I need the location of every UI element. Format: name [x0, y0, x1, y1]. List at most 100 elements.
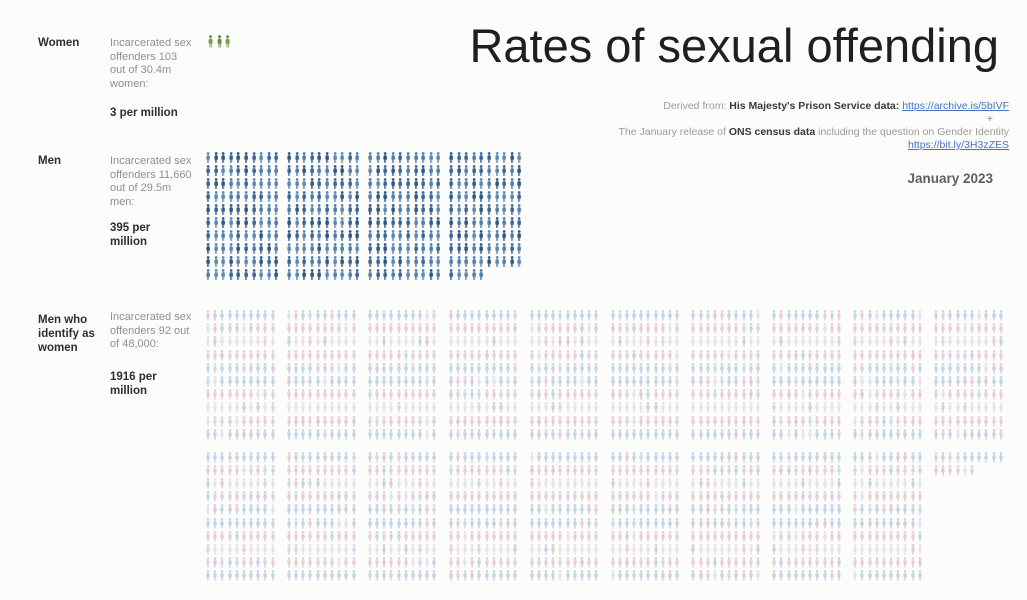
- person-icon: [249, 544, 253, 555]
- person-icon: [502, 204, 507, 216]
- person-icon: [941, 415, 945, 427]
- person-icon: [330, 517, 334, 529]
- person-icon: [734, 451, 739, 463]
- person-icon: [837, 478, 841, 489]
- person-icon: [529, 349, 534, 361]
- person-icon: [544, 517, 548, 529]
- person-icon: [436, 230, 441, 242]
- person-icon: [544, 389, 548, 400]
- person-icon: [368, 530, 372, 542]
- person-icon: [235, 478, 239, 489]
- person-icon: [517, 152, 522, 164]
- person-icon: [315, 464, 320, 476]
- person-icon: [910, 451, 915, 463]
- person-icon: [867, 389, 872, 400]
- bitly-link[interactable]: https://bit.ly/3H3zZES: [908, 139, 1009, 151]
- person-icon: [594, 504, 598, 515]
- person-icon: [639, 323, 643, 334]
- person-icon: [551, 402, 555, 414]
- person-icon: [404, 544, 408, 555]
- person-icon: [513, 517, 517, 529]
- person-icon: [368, 178, 372, 190]
- person-icon: [494, 165, 499, 177]
- person-icon: [456, 336, 460, 348]
- person-icon: [413, 269, 418, 281]
- person-icon: [544, 570, 548, 581]
- person-icon: [499, 451, 503, 463]
- person-icon: [421, 217, 426, 229]
- person-icon: [294, 152, 299, 164]
- person-icon: [256, 402, 260, 414]
- person-icon: [756, 464, 760, 476]
- section-label-men-identify-women: Men who identify as women: [38, 314, 95, 354]
- section-desc-women: Incarcerated sex offenders 103 out of 30…: [110, 37, 192, 90]
- person-icon: [251, 243, 256, 255]
- person-icon: [815, 544, 820, 555]
- person-icon: [337, 557, 341, 568]
- person-icon: [625, 336, 629, 348]
- person-icon: [463, 336, 467, 348]
- person-icon: [910, 504, 915, 515]
- person-icon: [267, 191, 271, 203]
- person-icon: [235, 557, 239, 568]
- person-icon: [391, 217, 395, 229]
- person-icon: [510, 178, 514, 190]
- person-icon: [301, 323, 305, 334]
- person-icon: [225, 35, 230, 48]
- person-icon: [449, 389, 453, 400]
- person-icon: [425, 389, 429, 400]
- person-icon: [259, 230, 264, 242]
- person-icon: [808, 323, 812, 334]
- person-icon: [610, 530, 615, 542]
- person-icon: [429, 269, 433, 281]
- person-icon: [470, 478, 474, 489]
- person-icon: [456, 191, 461, 203]
- person-icon: [382, 323, 386, 334]
- person-icon: [404, 402, 408, 414]
- person-icon: [325, 204, 329, 216]
- person-icon: [287, 230, 291, 242]
- person-icon: [720, 464, 724, 476]
- person-icon: [625, 389, 629, 400]
- person-icon: [572, 402, 577, 414]
- person-icon: [368, 464, 372, 476]
- person-icon: [398, 243, 403, 255]
- person-icon: [999, 428, 1003, 440]
- person-icon: [867, 504, 872, 515]
- person-icon: [429, 243, 433, 255]
- person-icon: [551, 415, 555, 427]
- person-icon: [830, 570, 834, 581]
- person-icon: [351, 530, 356, 542]
- person-icon: [706, 504, 710, 515]
- person-icon: [270, 544, 275, 555]
- person-icon: [558, 491, 562, 502]
- archive-link[interactable]: https://archive.is/5bIVF: [902, 100, 1009, 112]
- person-icon: [206, 323, 210, 334]
- person-icon: [713, 349, 717, 361]
- person-icon: [308, 504, 313, 515]
- person-icon: [429, 191, 433, 203]
- person-icon: [882, 530, 886, 542]
- person-icon: [242, 451, 246, 463]
- person-icon: [720, 557, 724, 568]
- person-icon: [484, 336, 489, 348]
- person-icon: [263, 310, 268, 321]
- person-icon: [425, 349, 429, 361]
- person-icon: [822, 517, 827, 529]
- person-icon: [853, 310, 857, 321]
- person-icon: [270, 310, 275, 321]
- person-icon: [903, 557, 908, 568]
- person-icon: [853, 530, 857, 542]
- person-icon: [406, 230, 410, 242]
- person-icon: [456, 349, 460, 361]
- person-icon: [411, 491, 415, 502]
- person-icon: [301, 478, 305, 489]
- person-icon: [720, 415, 724, 427]
- person-icon: [808, 428, 812, 440]
- person-icon: [513, 376, 517, 387]
- person-icon: [382, 389, 386, 400]
- person-icon: [617, 402, 622, 414]
- person-icon: [734, 557, 739, 568]
- person-icon: [330, 428, 334, 440]
- person-icon: [375, 165, 380, 177]
